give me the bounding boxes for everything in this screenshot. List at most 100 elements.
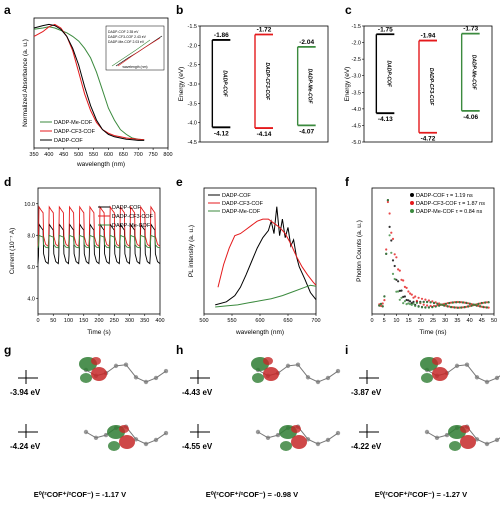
orbital-energy: -3.87 eV bbox=[351, 388, 382, 397]
bond bbox=[145, 377, 157, 383]
chart-ytick-label: -1.5 bbox=[352, 24, 361, 30]
bond bbox=[135, 376, 147, 383]
chart-f-point bbox=[407, 302, 410, 305]
chart-f-point bbox=[410, 302, 413, 305]
chart-f-point bbox=[456, 306, 459, 309]
chart-f-point bbox=[381, 305, 384, 308]
cb-label: -1.94 bbox=[421, 33, 436, 40]
chart-f-point bbox=[379, 302, 383, 306]
chart-ytick-label: -3.0 bbox=[188, 82, 197, 88]
orbital-lobe-negative bbox=[119, 435, 135, 449]
chart-ytick-label: -3.0 bbox=[352, 74, 361, 80]
chart-f-point bbox=[436, 304, 439, 307]
chart-f-point bbox=[391, 272, 395, 275]
bond bbox=[105, 365, 117, 374]
chart-f-point bbox=[458, 306, 461, 309]
chart-f-point bbox=[412, 302, 415, 305]
chart-d-ytick-label: 10.0 bbox=[24, 202, 35, 208]
vb-label: -4.14 bbox=[257, 131, 272, 138]
orbital-lobe-negative bbox=[263, 357, 273, 365]
bond bbox=[125, 364, 137, 378]
orbital-energy: -4.24 eV bbox=[10, 442, 41, 451]
chart-a-series-1 bbox=[33, 26, 145, 141]
chart-ytick-label: -3.5 bbox=[352, 90, 361, 96]
bond bbox=[476, 376, 488, 383]
vb-label: -4.06 bbox=[463, 114, 478, 121]
chart-f-point bbox=[473, 303, 477, 306]
chart-d-ytick-label: 4.0 bbox=[27, 296, 35, 302]
cb-label: -2.04 bbox=[299, 39, 314, 46]
chart-f-point bbox=[388, 212, 391, 215]
bond bbox=[95, 434, 107, 439]
chart-f-point bbox=[410, 303, 413, 306]
chart-a: 350 400 450 500 550 600 650 700 750 800 wavelengt… bbox=[22, 17, 173, 168]
chart-f-point bbox=[386, 200, 389, 204]
chart-f-point bbox=[446, 302, 449, 305]
redox-potential: E⁰(²COF⁺/²COF⁻) = -1.27 V bbox=[375, 490, 467, 499]
chart-e-xlabel: wavelength (nm) bbox=[235, 329, 284, 336]
chart-f-point bbox=[470, 303, 473, 306]
chart-f-point bbox=[388, 234, 391, 237]
chart-a-series-2 bbox=[33, 23, 145, 141]
panel-label-c: c bbox=[345, 3, 352, 17]
chart-ytick-label: -5.0 bbox=[352, 140, 361, 146]
chart-f-point bbox=[420, 306, 424, 309]
chart-a-series bbox=[33, 23, 145, 141]
chart-f-point bbox=[403, 300, 406, 303]
chart-f-point bbox=[402, 302, 405, 305]
panel-label-f: f bbox=[345, 175, 350, 189]
chart-ytick-label: -2.5 bbox=[188, 63, 197, 69]
bond bbox=[267, 434, 279, 439]
orbital-energy: -4.43 eV bbox=[182, 388, 213, 397]
panel-label-e: e bbox=[176, 175, 183, 189]
chart-f-point bbox=[415, 301, 418, 305]
chart-e-legend: DADP-COF DADP-CF3-COF DADP-Me-COF bbox=[208, 193, 264, 215]
chart-f-point bbox=[487, 301, 490, 304]
chart-f-legend: DADP-COF τ = 1.19 ns DADP-CF3-COF τ = 1.… bbox=[410, 193, 485, 215]
chart-f-point bbox=[381, 302, 384, 305]
chart-f-point bbox=[439, 303, 442, 306]
vb-label: -4.13 bbox=[378, 116, 393, 123]
chart-e-legend-3: DADP-Me-COF bbox=[222, 209, 261, 215]
bond bbox=[496, 437, 500, 441]
bond bbox=[155, 370, 167, 379]
chart-f-point bbox=[450, 301, 453, 304]
chart-f-point bbox=[412, 300, 415, 303]
chart-f-point bbox=[378, 304, 381, 307]
chart-d-xtick-label: 400 bbox=[155, 318, 164, 324]
chart-a-inset bbox=[105, 25, 165, 71]
chart-ytick-label: -2.5 bbox=[352, 57, 361, 63]
chart-f-point bbox=[390, 239, 393, 242]
chart-e-series-2 bbox=[217, 218, 317, 288]
chart-f-point bbox=[467, 305, 470, 308]
bond bbox=[277, 365, 289, 374]
chart-f-point bbox=[397, 268, 400, 271]
bond bbox=[327, 432, 339, 441]
chart-f-legend-swatch-1 bbox=[410, 193, 414, 197]
bond bbox=[115, 364, 127, 367]
orbital-lobe-negative bbox=[91, 367, 107, 381]
chart-f-point bbox=[402, 295, 405, 298]
redox-potential: E⁰(²COF⁺/²COF⁻) = -0.98 V bbox=[206, 490, 298, 499]
chart-f-point bbox=[465, 301, 468, 304]
orbital-lobe-positive bbox=[252, 373, 264, 383]
chart-f-point bbox=[436, 302, 439, 305]
chart-a-inset-legend-2: DADP-CF3-COF 2.43 eV bbox=[108, 35, 147, 39]
chart-ytick-label: -4.5 bbox=[188, 140, 197, 146]
chart-f-point bbox=[479, 305, 482, 308]
orbital-lobe-negative bbox=[432, 367, 448, 381]
chart-f-point bbox=[393, 253, 396, 256]
chart-a-xticks: 350 400 450 500 550 600 650 700 750 800 bbox=[29, 148, 173, 158]
chart-d-legend-3: DADP-Me-COF bbox=[112, 223, 151, 229]
chart-a-inset-curve-red bbox=[117, 37, 161, 67]
bond bbox=[135, 438, 147, 445]
orbital-lobe-positive bbox=[80, 373, 92, 383]
chart-a-ylabel: Normalized Absorbance (a. u.) bbox=[22, 39, 29, 127]
chart-f-point bbox=[451, 306, 454, 309]
chart-f-point bbox=[448, 302, 451, 305]
panel-label-h: h bbox=[176, 343, 183, 357]
chart-f-point bbox=[407, 290, 410, 293]
chart-f-point bbox=[432, 304, 436, 307]
chart-c-ylabel: Energy (eV) bbox=[344, 67, 351, 102]
